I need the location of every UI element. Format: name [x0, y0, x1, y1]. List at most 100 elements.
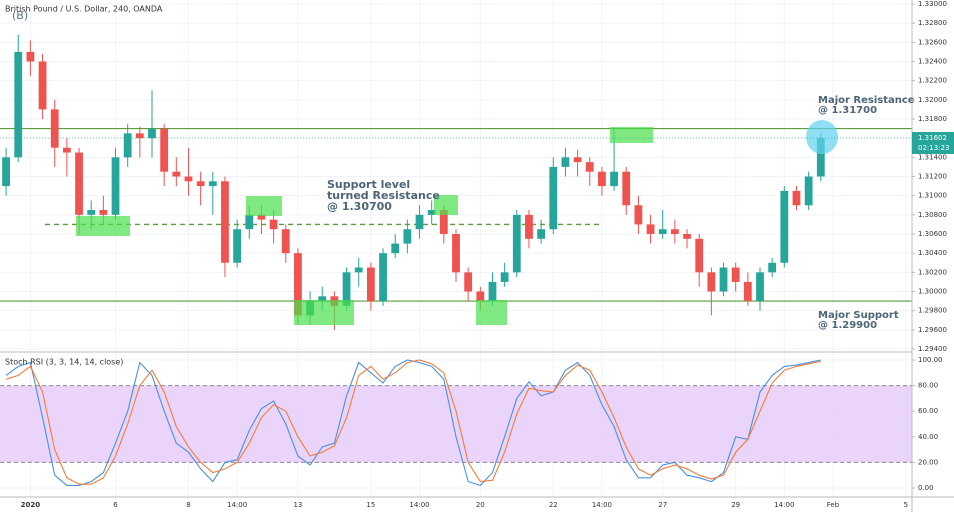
- zone-box: [246, 196, 282, 216]
- countdown-label: 02:13:23: [918, 144, 949, 152]
- last-price-label: 1.31602: [918, 134, 947, 142]
- annotation: @ 1.30700: [327, 200, 392, 213]
- y-tick-label: 0.00: [918, 484, 934, 492]
- annotation: @ 1.31700: [818, 105, 877, 116]
- annotation: Major Support: [818, 310, 899, 321]
- candle-body: [622, 171, 631, 206]
- candle-body: [160, 128, 169, 172]
- y-tick-label: 1.30600: [918, 230, 947, 238]
- zone-box: [76, 216, 130, 236]
- candle-body: [26, 51, 35, 62]
- y-tick-label: 1.30000: [918, 288, 947, 296]
- y-tick-label: 1.31800: [918, 115, 947, 123]
- y-tick-label: 80.00: [918, 382, 938, 390]
- zone-box: [434, 195, 458, 215]
- last-price-box: [912, 131, 954, 154]
- y-tick-label: 1.31400: [918, 153, 947, 161]
- wave-label: (B): [12, 9, 28, 22]
- candle-body: [573, 157, 582, 163]
- y-tick-label: 1.29400: [918, 345, 947, 353]
- zone-box: [476, 300, 507, 325]
- x-tick-label: 14:00: [227, 501, 247, 509]
- candle-body: [366, 267, 375, 302]
- x-tick-label: 14:00: [409, 501, 429, 509]
- candle-body: [196, 181, 205, 187]
- candle-body: [245, 214, 254, 230]
- annotation: Support level: [327, 178, 410, 191]
- candle-body: [756, 272, 764, 302]
- x-tick-label: 6: [113, 501, 118, 509]
- y-tick-label: 1.32200: [918, 77, 947, 85]
- candle-body: [281, 229, 290, 254]
- candle-body: [415, 214, 424, 230]
- zone-box: [610, 127, 653, 143]
- candle-body: [670, 229, 679, 234]
- candle-body: [500, 272, 509, 282]
- candle-body: [318, 296, 327, 302]
- candle-body: [391, 243, 400, 254]
- candle-body: [148, 128, 156, 139]
- x-tick-label: 20: [476, 501, 485, 509]
- candle-body: [269, 219, 278, 230]
- x-tick-label: 5: [904, 501, 908, 509]
- x-tick-label: 29: [731, 501, 740, 509]
- y-tick-label: 1.30200: [918, 268, 947, 276]
- candle-body: [719, 267, 728, 292]
- x-tick-label: 13: [293, 501, 302, 509]
- candle-body: [87, 210, 96, 215]
- y-tick-label: 1.29600: [918, 326, 947, 334]
- annotation: @ 1.29900: [818, 320, 877, 331]
- candle-body: [2, 157, 10, 187]
- candle-body: [792, 190, 801, 206]
- candle-body: [525, 214, 533, 239]
- candle-body: [476, 291, 485, 302]
- candle-body: [512, 214, 521, 273]
- y-tick-label: 1.30800: [918, 211, 947, 219]
- x-tick-label: 14:00: [592, 501, 612, 509]
- y-tick-label: 40.00: [918, 433, 938, 441]
- y-tick-label: 1.32400: [918, 58, 947, 66]
- x-tick-label: Feb: [827, 501, 840, 509]
- indicator-line: [5, 359, 821, 485]
- candle-body: [695, 238, 704, 273]
- plot: [0, 34, 912, 487]
- candle-body: [403, 229, 412, 244]
- y-tick-label: 1.33000: [918, 0, 947, 8]
- candle-body: [379, 253, 387, 302]
- candle-body: [294, 253, 302, 316]
- candle-body: [780, 190, 789, 263]
- candle-body: [707, 272, 716, 292]
- candle-body: [634, 205, 643, 225]
- candle-body: [658, 229, 667, 234]
- x-tick-label: 8: [186, 501, 190, 509]
- y-tick-label: 1.32800: [918, 19, 947, 27]
- candle-body: [14, 51, 23, 158]
- candle-body: [731, 267, 740, 282]
- y-tick-label: 1.32600: [918, 38, 947, 46]
- candle-body: [38, 61, 47, 110]
- candle-body: [804, 176, 813, 206]
- candle-body: [99, 210, 108, 215]
- candle-body: [123, 133, 132, 158]
- y-tick-label: 1.31000: [918, 192, 947, 200]
- y-tick-label: 100.00: [918, 356, 943, 364]
- y-tick-label: 1.29800: [918, 307, 947, 315]
- candle-body: [683, 234, 691, 239]
- candle-body: [233, 229, 242, 263]
- indicator-title: Stoch RSI (3, 3, 14, 14, close): [5, 358, 123, 367]
- y-tick-label: 20.00: [918, 458, 938, 466]
- candle-body: [768, 262, 777, 273]
- candle-body: [452, 234, 460, 273]
- candle-body: [585, 162, 594, 172]
- candle-body: [111, 157, 120, 215]
- candle-body: [598, 171, 606, 187]
- candle-body: [610, 171, 618, 187]
- candle-body: [257, 214, 266, 220]
- x-tick-label: 27: [658, 501, 667, 509]
- candle-body: [464, 272, 473, 292]
- candle-body: [75, 152, 83, 215]
- candle-body: [561, 157, 570, 167]
- y-tick-label: 1.30400: [918, 249, 947, 257]
